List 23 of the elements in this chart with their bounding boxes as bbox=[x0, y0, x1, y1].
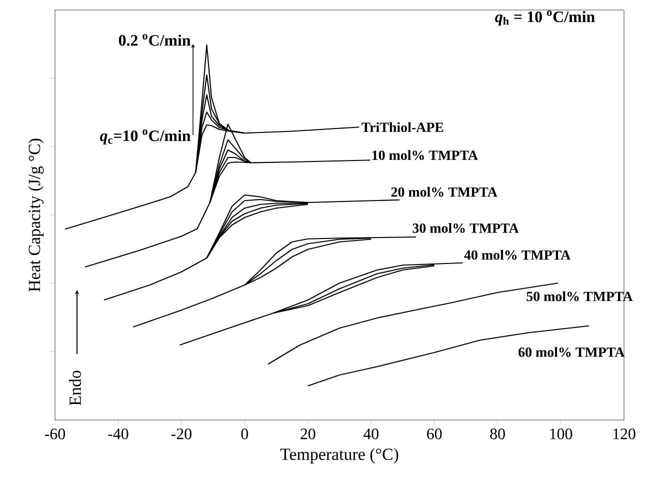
series-label: 40 mol% TMPTA bbox=[464, 250, 571, 260]
series-label: 30 mol% TMPTA bbox=[412, 223, 519, 233]
x-tick-label: -20 bbox=[171, 428, 192, 440]
x-tick-label: 0 bbox=[241, 428, 248, 440]
x-tick-label: 20 bbox=[300, 428, 316, 440]
annotation: Endo bbox=[69, 370, 81, 406]
text: q$_{h}$ = 10 $^{o}$C/min bbox=[495, 10, 595, 26]
x-axis-title: Temperature (°C) bbox=[280, 448, 398, 464]
x-tick-label: -40 bbox=[108, 428, 128, 440]
series-label: 50 mol% TMPTA bbox=[526, 291, 633, 302]
x-tick-label: 40 bbox=[363, 428, 378, 440]
annotation: q$_{c}$=10 $^{o}$C/min bbox=[100, 130, 191, 144]
x-tick-label: 80 bbox=[490, 428, 505, 440]
y-axis-title: Heat Capacity (J/g °C) bbox=[28, 138, 44, 292]
series-label: 60 mol% TMPTA bbox=[518, 347, 625, 357]
series-label: 10 mol% TMPTA bbox=[372, 150, 478, 160]
x-tick-label: 100 bbox=[550, 428, 572, 440]
series-label: TriThiol-APE bbox=[362, 122, 444, 132]
series-label: 20 mol% TMPTA bbox=[391, 186, 498, 197]
x-tick-label: -60 bbox=[44, 428, 66, 440]
x-tick-label: 60 bbox=[427, 428, 442, 440]
x-tick-label: 120 bbox=[613, 428, 636, 440]
annotation: 0.2 $^{o}$C/min bbox=[118, 34, 191, 46]
